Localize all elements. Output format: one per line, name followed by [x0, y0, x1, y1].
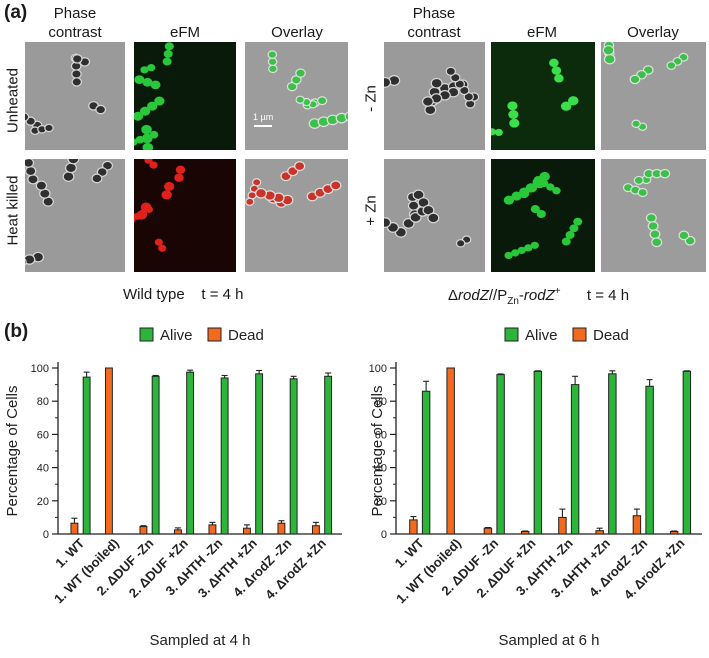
caption-dash: -: [518, 287, 524, 304]
chart1-bar-dead: [277, 522, 286, 535]
chart2-bar-alive: [533, 370, 543, 535]
tile-efm-unheated: [134, 42, 236, 150]
column-header-phase-contrast: Phase contrast: [48, 5, 102, 41]
chart1-bar-dead: [139, 526, 148, 535]
chart2-legend-label-dead: Dead: [593, 327, 629, 344]
chart1-y-axis-label: Percentage of Cells: [4, 386, 21, 517]
chart2-bar-alive: [570, 384, 580, 535]
chart1-bar-alive: [255, 373, 264, 535]
scale-bar: [254, 125, 272, 127]
chart1-legend-swatch-alive: [139, 327, 154, 342]
tile-efm-minus-zn: [491, 42, 595, 150]
chart1-bar-dead: [208, 524, 217, 535]
chart2-category-label: 1. WT: [392, 535, 427, 570]
chart2-y-tick-label: 0: [381, 529, 387, 541]
chart1-bar-alive: [186, 371, 195, 535]
chart2-y-tick-label: 60: [375, 429, 387, 441]
column-header-overlay: Overlay: [271, 24, 323, 41]
tile-phase-heat-killed: [25, 159, 125, 272]
chart2-bar-dead: [483, 527, 493, 535]
chart2-bar-alive: [608, 373, 617, 535]
chart1-y-tick-label: 40: [37, 463, 49, 475]
tile-efm-heat-killed: [134, 159, 236, 272]
tile-phase-unheated: [25, 42, 125, 150]
caption-time: t = 4 h: [586, 287, 630, 304]
tile-efm-plus-zn: [491, 159, 595, 272]
chart1-legend-label-dead: Dead: [228, 327, 264, 344]
bar-charts: 0 20 40 60 80 100 Percentage of Cells Alive Dead…: [4, 327, 702, 649]
chart1-legend-swatch-dead: [207, 327, 222, 342]
chart1-bar-alive: [324, 375, 333, 535]
chart2-bar-alive: [421, 390, 431, 535]
chart1-y-tick-label: 20: [37, 496, 49, 508]
chart2-y-tick-label: 40: [375, 463, 387, 475]
chart2-bar-dead: [409, 519, 418, 535]
chart1-y-tick-label: 100: [31, 363, 49, 375]
caption-sup-plus: +: [554, 286, 561, 297]
chart1-bar-alive: [289, 378, 298, 535]
column-header-phase-contrast-right: Phase contrast: [407, 5, 461, 41]
caption-gene2: rodZ: [523, 287, 555, 304]
chart2-legend-label-alive: Alive: [525, 327, 558, 344]
chart2-bar-dead: [595, 530, 604, 535]
chart2-bar-dead: [632, 515, 642, 535]
chart2-category-label: 1. WT (boiled): [393, 536, 464, 607]
tile-overlay-plus-zn: [601, 159, 706, 272]
row-label-minus-zn: - Zn: [362, 85, 380, 112]
chart1-bar-alive: [220, 377, 229, 535]
caption-gene: rodZ: [458, 287, 489, 304]
column-header-efm-right: eFM: [527, 24, 557, 41]
chart2-bar-dead: [446, 367, 455, 535]
caption-sub-zn: Zn: [507, 296, 519, 307]
chart2-bar-dead: [520, 531, 530, 535]
tile-overlay-unheated: [245, 42, 348, 150]
scale-bar-label: 1 µm: [253, 112, 274, 122]
chart1-y-tick-label: 80: [37, 396, 49, 408]
panel-a-letter: (a): [4, 2, 28, 23]
chart1-bar-dead: [173, 529, 182, 535]
chart1-bar-alive: [82, 376, 91, 535]
chart2-y-tick-label: 80: [375, 396, 387, 408]
caption-mid: //P: [488, 287, 508, 304]
row-label-heat-killed: Heat killed: [4, 175, 22, 246]
chart1-legend-label-alive: Alive: [160, 327, 193, 344]
row-label-unheated: Unheated: [4, 67, 22, 134]
chart2-bar-dead: [558, 516, 567, 535]
chart1-bar-dead: [104, 367, 113, 535]
chart2-bar-alive: [682, 370, 692, 535]
panel-b-letter: (b): [4, 321, 29, 342]
chart1-bar-alive: [151, 375, 160, 535]
chart2-y-tick-label: 100: [369, 363, 387, 375]
caption-rodz-strain: ΔrodZ//PZn-rodZ+ t = 4 h: [448, 286, 629, 307]
chart1-category-label: 4. ΔrodZ +Zn: [262, 535, 329, 602]
caption-wild-type: Wild type t = 4 h: [123, 286, 244, 303]
chart1-bar-dead: [70, 522, 79, 535]
column-header-overlay-right: Overlay: [627, 24, 679, 41]
chart1-y-tick-label: 60: [37, 429, 49, 441]
tile-phase-plus-zn: [384, 159, 485, 272]
chart1-x-axis-label: Sampled at 4 h: [150, 632, 251, 649]
chart2-bar-dead: [669, 531, 679, 535]
chart2-bar-alive: [645, 385, 654, 535]
caption-delta: Δ: [448, 287, 459, 304]
tile-overlay-heat-killed: [245, 159, 348, 272]
chart1-bar-dead: [311, 525, 320, 535]
tile-phase-minus-zn: [384, 42, 485, 150]
chart2-legend-swatch-dead: [572, 327, 587, 342]
chart2-legend-swatch-alive: [504, 327, 519, 342]
chart1-bar-dead: [242, 527, 251, 535]
chart1-y-tick-label: 0: [43, 529, 49, 541]
chart2-y-tick-label: 20: [375, 496, 387, 508]
chart2-y-axis-label: Percentage of Cells: [369, 386, 386, 517]
row-label-plus-zn: + Zn: [362, 195, 380, 226]
column-header-efm: eFM: [170, 24, 200, 41]
tile-overlay-minus-zn: [601, 42, 706, 150]
chart2-bar-alive: [496, 374, 505, 535]
chart2-x-axis-label: Sampled at 6 h: [499, 632, 600, 649]
